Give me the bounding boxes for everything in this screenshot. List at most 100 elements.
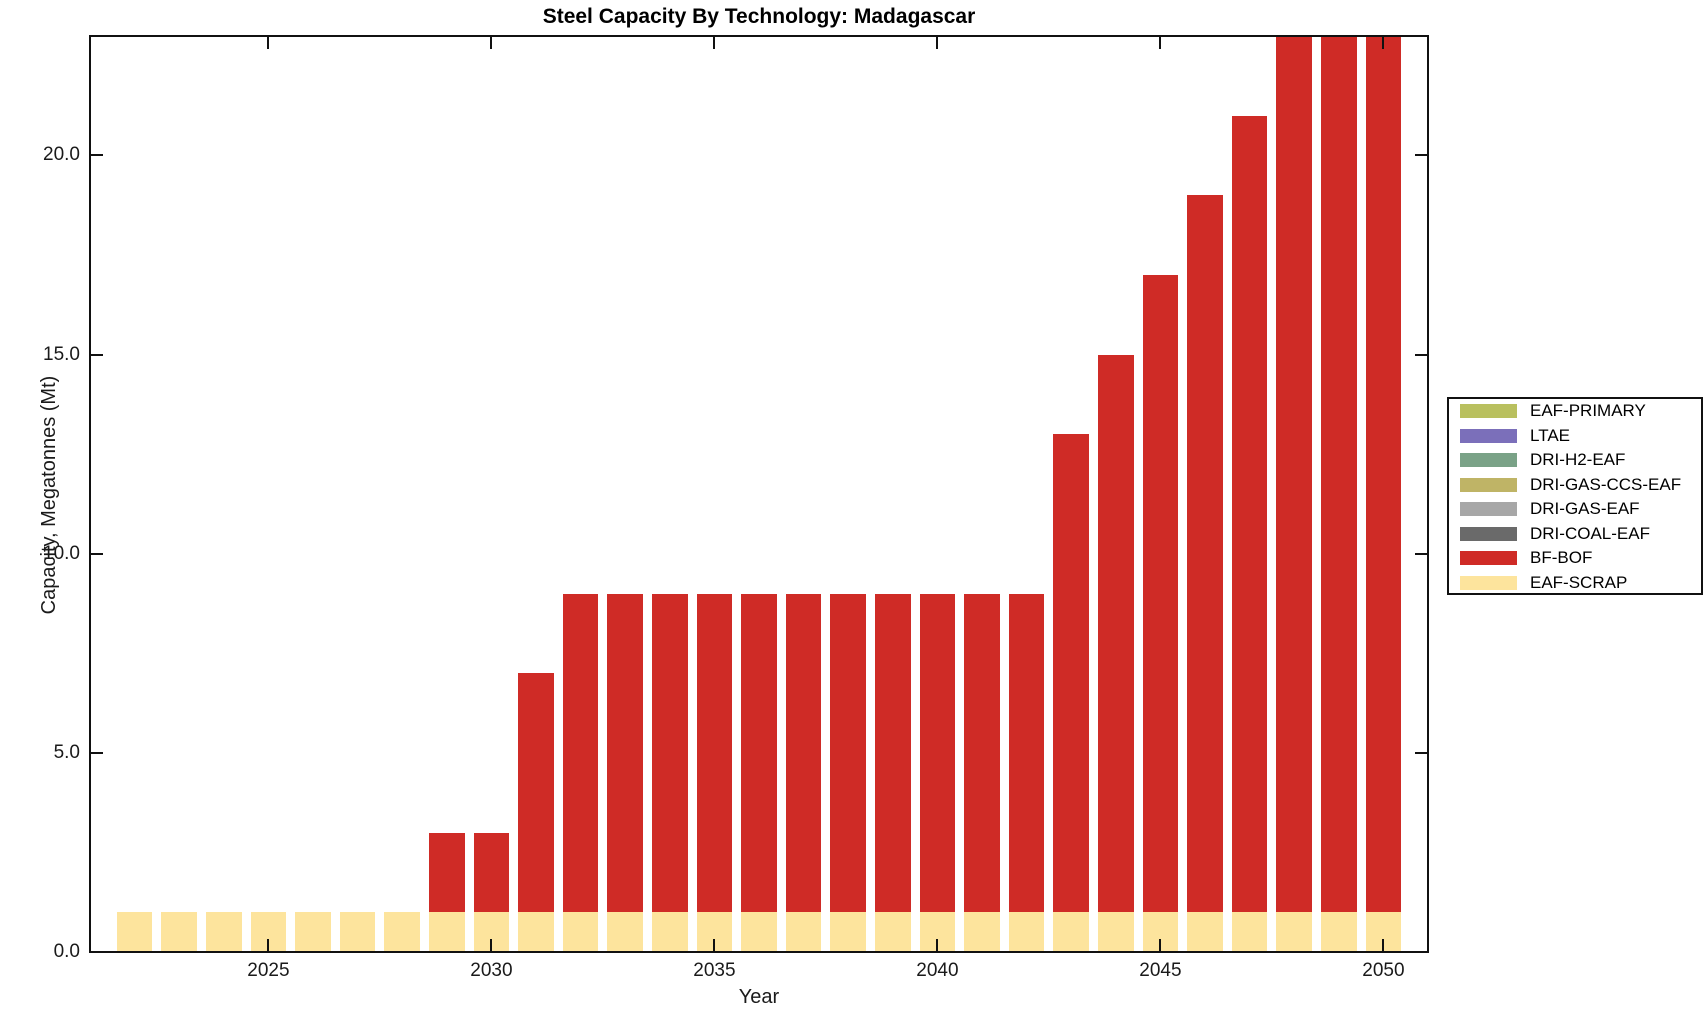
bar-segment-bf-bof-2038 — [830, 593, 867, 913]
y-tick-label: 5.0 — [53, 741, 80, 763]
bar-segment-eaf-scrap-2042 — [1008, 912, 1045, 952]
bar-segment-eaf-scrap-2029 — [428, 912, 465, 952]
legend-label: BF-BOF — [1530, 548, 1593, 568]
bar-segment-eaf-scrap-2043 — [1053, 912, 1090, 952]
bar-segment-eaf-scrap-2028 — [384, 912, 421, 952]
y-tick-mark-right — [1415, 552, 1428, 555]
bar-segment-eaf-scrap-2047 — [1231, 912, 1268, 952]
bar-segment-eaf-scrap-2032 — [562, 912, 599, 952]
bar-segment-eaf-scrap-2041 — [964, 912, 1000, 952]
y-tick-mark — [90, 751, 103, 754]
bar-segment-eaf-scrap-2044 — [1097, 912, 1134, 952]
y-tick-mark-right — [1415, 751, 1428, 754]
legend-label: DRI-GAS-EAF — [1530, 499, 1640, 519]
legend-swatch-dri-gas-ccs-eaf — [1460, 477, 1517, 492]
bar-segment-eaf-scrap-2033 — [607, 912, 644, 952]
bar-segment-eaf-scrap-2048 — [1276, 912, 1313, 952]
bar-segment-eaf-scrap-2022 — [116, 912, 153, 952]
legend-item-dri-h2-eaf: DRI-H2-EAF — [1449, 448, 1701, 473]
x-axis-label: Year — [738, 986, 780, 1008]
legend-item-bf-bof: BF-BOF — [1449, 546, 1701, 571]
x-tick-label: 2040 — [916, 960, 959, 981]
legend-label: EAF-PRIMARY — [1530, 401, 1646, 421]
legend-item-dri-gas-ccs-eaf: DRI-GAS-CCS-EAF — [1449, 473, 1701, 498]
bar-segment-bf-bof-2032 — [562, 593, 599, 913]
bar-segment-eaf-scrap-2024 — [205, 912, 242, 952]
plot-area — [90, 36, 1428, 952]
x-tick-label: 2030 — [470, 960, 513, 981]
legend-item-dri-gas-eaf: DRI-GAS-EAF — [1449, 497, 1701, 522]
y-tick-mark — [90, 951, 103, 953]
y-axis-label: Capacity, Megatonnes (Mt) — [38, 375, 60, 615]
bar-segment-bf-bof-2039 — [874, 593, 911, 913]
legend-swatch-bf-bof — [1460, 551, 1517, 566]
x-tick-mark — [1382, 939, 1385, 952]
bar-segment-bf-bof-2049 — [1320, 36, 1357, 913]
x-tick-mark-top — [936, 36, 939, 49]
bar-segment-bf-bof-2047 — [1231, 115, 1268, 913]
y-tick-mark — [90, 552, 103, 555]
y-tick-label: 20.0 — [43, 144, 80, 166]
bar-segment-eaf-scrap-2037 — [785, 912, 822, 952]
x-tick-mark-top — [490, 36, 493, 49]
legend-swatch-ltae — [1460, 428, 1517, 443]
bar-segment-bf-bof-2046 — [1187, 195, 1223, 913]
bar-segment-bf-bof-2029 — [428, 832, 465, 913]
bar-segment-bf-bof-2030 — [473, 832, 510, 913]
bar-segment-bf-bof-2045 — [1142, 274, 1179, 913]
bar-segment-bf-bof-2036 — [741, 593, 777, 913]
x-tick-label: 2050 — [1362, 960, 1405, 981]
y-tick-mark — [90, 353, 103, 356]
bar-segment-bf-bof-2034 — [651, 593, 688, 913]
legend-label: EAF-SCRAP — [1530, 572, 1628, 592]
bar-segment-bf-bof-2043 — [1053, 434, 1090, 913]
bar-segment-bf-bof-2037 — [785, 593, 822, 913]
legend-swatch-eaf-primary — [1460, 404, 1517, 419]
legend-item-eaf-scrap: EAF-SCRAP — [1449, 571, 1701, 596]
bar-segment-bf-bof-2035 — [696, 593, 733, 913]
bar-segment-bf-bof-2040 — [919, 593, 956, 913]
legend-label: DRI-COAL-EAF — [1530, 523, 1650, 543]
legend-item-ltae: LTAE — [1449, 424, 1701, 449]
legend-swatch-eaf-scrap — [1460, 575, 1517, 590]
y-tick-mark-right — [1415, 353, 1428, 356]
bar-segment-eaf-scrap-2031 — [518, 912, 554, 952]
bar-segment-eaf-scrap-2039 — [874, 912, 911, 952]
bar-segment-eaf-scrap-2027 — [339, 912, 376, 952]
x-tick-mark — [936, 939, 939, 952]
bar-segment-bf-bof-2042 — [1008, 593, 1045, 913]
y-tick-label: 0.0 — [53, 941, 80, 962]
bar-segment-eaf-scrap-2038 — [830, 912, 867, 952]
legend-item-eaf-primary: EAF-PRIMARY — [1449, 399, 1701, 424]
legend-swatch-dri-gas-eaf — [1460, 502, 1517, 517]
y-tick-mark — [90, 154, 103, 157]
bar-segment-bf-bof-2048 — [1276, 36, 1313, 913]
x-tick-mark — [1159, 939, 1162, 952]
legend: EAF-PRIMARY LTAE DRI-H2-EAF DRI-GAS-CCS-EAF… — [1447, 397, 1703, 595]
x-tick-mark-top — [713, 36, 716, 49]
x-tick-mark-top — [267, 36, 270, 49]
y-tick-label: 10.0 — [43, 542, 80, 564]
bar-segment-bf-bof-2041 — [964, 593, 1000, 913]
bar-segment-bf-bof-2044 — [1097, 354, 1134, 913]
legend-swatch-dri-coal-eaf — [1460, 526, 1517, 541]
bar-segment-eaf-scrap-2034 — [651, 912, 688, 952]
legend-item-dri-coal-eaf: DRI-COAL-EAF — [1449, 522, 1701, 547]
x-tick-mark-top — [1159, 36, 1162, 49]
x-tick-mark — [490, 939, 493, 952]
bar-segment-bf-bof-2033 — [607, 593, 644, 913]
x-tick-label: 2035 — [693, 960, 736, 981]
bar-segment-eaf-scrap-2023 — [161, 912, 198, 952]
x-tick-label: 2025 — [247, 960, 290, 981]
bar-segment-bf-bof-2050 — [1365, 36, 1402, 913]
y-tick-mark-right — [1415, 951, 1428, 953]
x-tick-mark — [267, 939, 270, 952]
legend-label: DRI-H2-EAF — [1530, 450, 1626, 470]
y-tick-mark-right — [1415, 154, 1428, 157]
x-tick-mark-top — [1382, 36, 1385, 49]
bar-segment-eaf-scrap-2049 — [1320, 912, 1357, 952]
chart-title: Steel Capacity By Technology: Madagascar — [542, 5, 976, 28]
bar-segment-eaf-scrap-2036 — [741, 912, 777, 952]
x-tick-mark — [713, 939, 716, 952]
